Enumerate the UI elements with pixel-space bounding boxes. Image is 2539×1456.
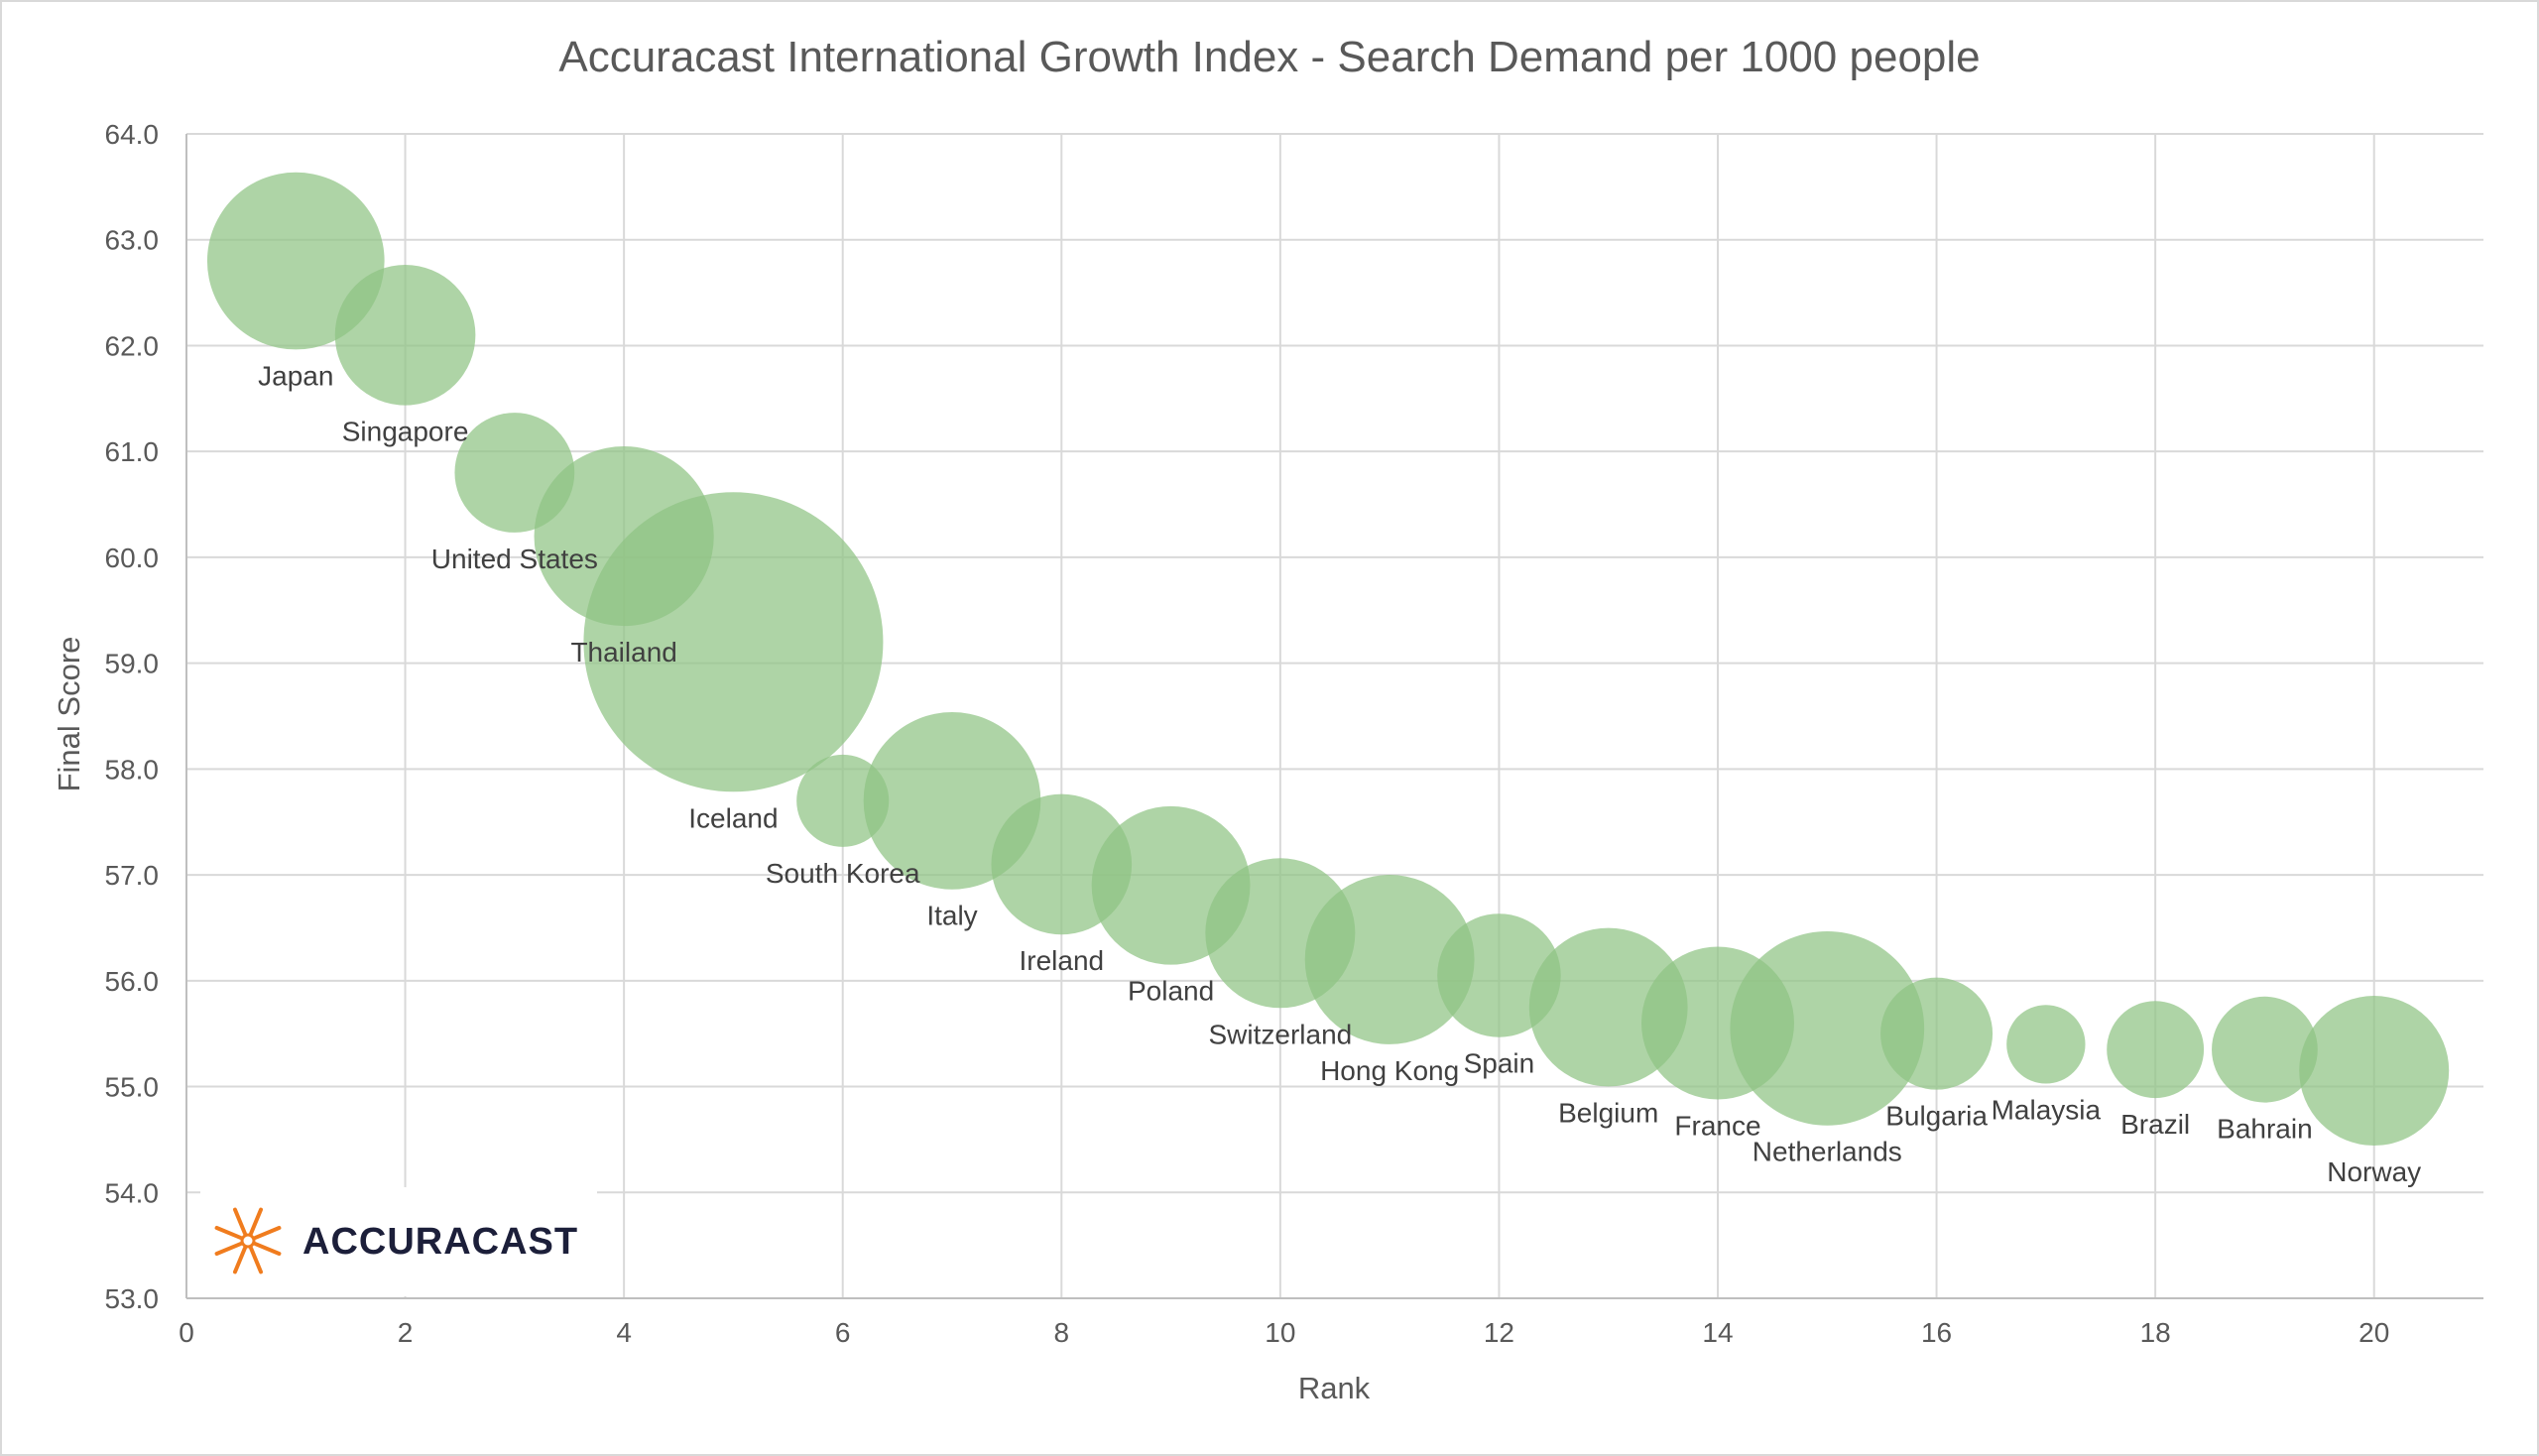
logo-background — [200, 1187, 597, 1296]
x-tick-label: 0 — [179, 1317, 194, 1348]
bubble-bulgaria[interactable] — [1880, 977, 1994, 1090]
x-tick-label: 12 — [1484, 1317, 1514, 1348]
bubble-netherlands[interactable] — [1730, 930, 1925, 1126]
x-tick-label: 10 — [1265, 1317, 1295, 1348]
logo-ray — [232, 1246, 247, 1274]
x-tick-label: 8 — [1053, 1317, 1069, 1348]
data-label: Belgium — [1558, 1097, 1658, 1128]
x-tick-label: 16 — [1921, 1317, 1952, 1348]
y-tick-label: 63.0 — [105, 225, 160, 256]
y-tick-label: 53.0 — [105, 1283, 160, 1314]
y-tick-label: 56.0 — [105, 966, 160, 997]
data-label: Netherlands — [1753, 1137, 1902, 1167]
data-label: Spain — [1464, 1048, 1535, 1079]
data-label: Singapore — [342, 417, 469, 447]
bubble-brazil[interactable] — [2107, 1001, 2205, 1099]
y-tick-label: 62.0 — [105, 330, 160, 361]
y-axis-title: Final Score — [52, 637, 86, 792]
logo-wordmark: ACCURACAST — [302, 1221, 578, 1263]
data-label: United States — [431, 544, 598, 574]
data-label: Italy — [926, 901, 977, 931]
bubble-japan[interactable] — [206, 172, 385, 350]
y-tick-label: 58.0 — [105, 754, 160, 785]
data-label: Thailand — [570, 637, 676, 667]
data-label: Malaysia — [1992, 1095, 2102, 1126]
logo-ray — [214, 1242, 243, 1257]
data-label: Brazil — [2120, 1109, 2190, 1140]
logo-ray — [214, 1225, 243, 1240]
logo-burst-icon — [214, 1207, 282, 1274]
data-label: Iceland — [688, 802, 778, 833]
y-tick-label: 55.0 — [105, 1072, 160, 1103]
x-tick-label: 20 — [2358, 1317, 2389, 1348]
logo-ray — [249, 1246, 264, 1274]
data-label: Hong Kong — [1320, 1055, 1459, 1086]
logo-ray — [253, 1225, 282, 1240]
x-tick-label: 18 — [2140, 1317, 2171, 1348]
data-labels: Japan Singapore United States Thailand Icela… — [258, 360, 2421, 1187]
data-label: South Korea — [766, 858, 920, 889]
axes: 53.0 54.0 55.0 56.0 57.0 58.0 59.0 60.0 61.0 62.0… — [105, 119, 2483, 1348]
bubble-singapore[interactable] — [334, 264, 476, 406]
x-tick-label: 14 — [1702, 1317, 1733, 1348]
bubble-south-korea[interactable] — [796, 754, 890, 847]
data-label: Norway — [2327, 1156, 2421, 1187]
logo-core — [240, 1233, 256, 1249]
bubble-bahrain[interactable] — [2212, 996, 2318, 1103]
x-tick-label: 2 — [398, 1317, 414, 1348]
bubble-malaysia[interactable] — [2006, 1005, 2086, 1084]
bubble-iceland[interactable] — [583, 492, 884, 792]
accuracast-logo: ACCURACAST — [200, 1187, 597, 1296]
logo-ray — [232, 1207, 247, 1236]
x-tick-label: 6 — [835, 1317, 851, 1348]
data-label: France — [1674, 1111, 1760, 1142]
chart-title: Accuracast International Growth Index - … — [558, 33, 1980, 81]
x-axis-title: Rank — [1298, 1371, 1371, 1405]
data-label: Poland — [1128, 976, 1214, 1007]
bubble-hong-kong[interactable] — [1304, 875, 1475, 1044]
x-tick-label: 4 — [616, 1317, 632, 1348]
logo-ray — [249, 1207, 264, 1236]
data-label: Japan — [258, 360, 333, 391]
data-label: Switzerland — [1208, 1019, 1352, 1049]
y-tick-label: 54.0 — [105, 1177, 160, 1208]
data-label: Bulgaria — [1885, 1101, 1988, 1132]
y-tick-label: 61.0 — [105, 436, 160, 467]
y-tick-label: 64.0 — [105, 119, 160, 150]
logo-ray — [253, 1242, 282, 1257]
y-tick-label: 59.0 — [105, 649, 160, 679]
bubble-series — [206, 172, 2450, 1147]
y-tick-label: 57.0 — [105, 860, 160, 891]
y-tick-label: 60.0 — [105, 543, 160, 573]
data-label: Ireland — [1019, 945, 1104, 976]
data-label: Bahrain — [2217, 1114, 2313, 1145]
bubble-norway[interactable] — [2299, 996, 2450, 1147]
